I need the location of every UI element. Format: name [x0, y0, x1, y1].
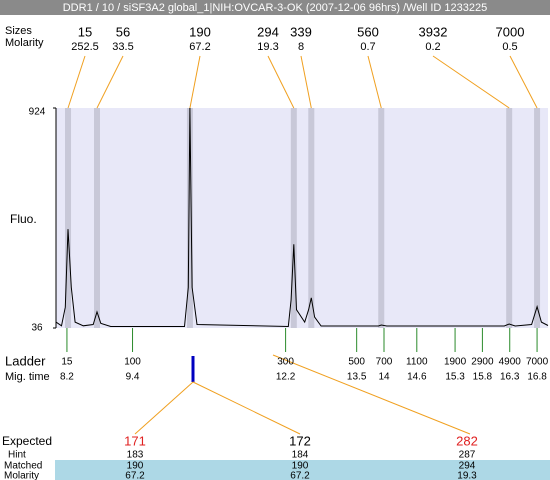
y-axis-label: Fluo. [10, 212, 37, 226]
matched: 190 [292, 461, 309, 472]
ladder-time: 15.8 [473, 372, 493, 383]
connector [272, 354, 471, 435]
peak-size: 190 [189, 24, 211, 39]
ladder-time: 9.4 [126, 372, 140, 383]
ladder-time: 13.5 [347, 372, 367, 383]
peak-connector [96, 55, 124, 109]
peak-connector [189, 55, 201, 109]
plot-area [56, 108, 548, 328]
ladder-size: 100 [124, 357, 141, 368]
peak-molarity: 252.5 [71, 41, 99, 53]
trace [55, 107, 549, 328]
peak-band [506, 108, 513, 328]
peak-size: 56 [116, 24, 130, 39]
ladder-size: 500 [348, 357, 365, 368]
connector [192, 381, 301, 435]
peak-connector [509, 55, 538, 109]
connector [134, 381, 194, 435]
ladder-size: 300 [277, 357, 294, 368]
peak-band [290, 108, 297, 328]
row-label: Mig. time [5, 371, 50, 383]
ladder-size: 7000 [526, 357, 549, 368]
peak-size: 3932 [419, 24, 448, 39]
ladder-time: 16.3 [500, 372, 520, 383]
ladder-size: 700 [376, 357, 393, 368]
row-label: Sizes [5, 25, 32, 37]
ladder-time: 8.2 [60, 372, 74, 383]
matched-bar [55, 460, 550, 480]
ladder-time: 16.8 [527, 372, 547, 383]
ladder-time: 14.6 [407, 372, 427, 383]
hint: 183 [127, 450, 144, 461]
peak-connector [300, 55, 312, 109]
title: DDR1 / 10 / siSF3A2 global_1|NIH:OVCAR-3… [63, 2, 488, 14]
peak-molarity: 33.5 [112, 41, 133, 53]
ladder-time: 14 [378, 372, 390, 383]
peak-connector [67, 55, 86, 109]
row-label: Molarity [5, 37, 44, 49]
ladder-size: 1900 [444, 357, 467, 368]
ladder-time: 12.2 [276, 372, 296, 383]
peak-band [378, 108, 385, 328]
peak-molarity: 0.2 [425, 41, 440, 53]
peak-band [65, 108, 72, 328]
row-label: Expected [2, 434, 52, 448]
matched: 294 [459, 461, 476, 472]
row-label: Matched [4, 461, 42, 472]
ladder-size: 1100 [406, 357, 428, 368]
matched: 190 [127, 461, 144, 472]
peak-band [94, 108, 100, 328]
peak-band [534, 108, 541, 328]
peak-size: 294 [257, 24, 279, 39]
peak-molarity: 19.3 [257, 41, 278, 53]
peak-molarity: 67.2 [189, 41, 210, 53]
peak-size: 339 [290, 24, 312, 39]
peak-molarity: 0.5 [502, 41, 517, 53]
molarity: 67.2 [125, 471, 145, 480]
peak-molarity: 0.7 [360, 41, 375, 53]
ladder-size: 2900 [471, 357, 494, 368]
peak-connector [267, 55, 295, 109]
peak-size: 560 [357, 24, 379, 39]
molarity: 19.3 [457, 471, 477, 480]
expected: 171 [124, 433, 146, 448]
peak-connector [432, 55, 510, 109]
ladder-size: 15 [61, 357, 73, 368]
expected: 172 [289, 433, 311, 448]
peak-connector [367, 55, 382, 109]
row-label: Molarity [4, 471, 39, 480]
peak-size: 15 [78, 24, 92, 39]
ladder-size: 4900 [499, 357, 522, 368]
hint: 287 [459, 450, 476, 461]
title-bar [0, 0, 550, 15]
row-label: Hint [8, 450, 26, 461]
peak-molarity: 8 [298, 41, 304, 53]
y-tick-label: 924 [29, 107, 46, 118]
expected: 282 [456, 433, 478, 448]
molarity: 67.2 [290, 471, 310, 480]
y-tick-label: 36 [31, 323, 43, 334]
peak-band [308, 108, 315, 328]
peak-band [186, 108, 193, 328]
hint: 184 [292, 450, 309, 461]
ladder-time: 15.3 [445, 372, 465, 383]
peak-size: 7000 [496, 24, 525, 39]
row-label: Ladder [5, 353, 46, 368]
